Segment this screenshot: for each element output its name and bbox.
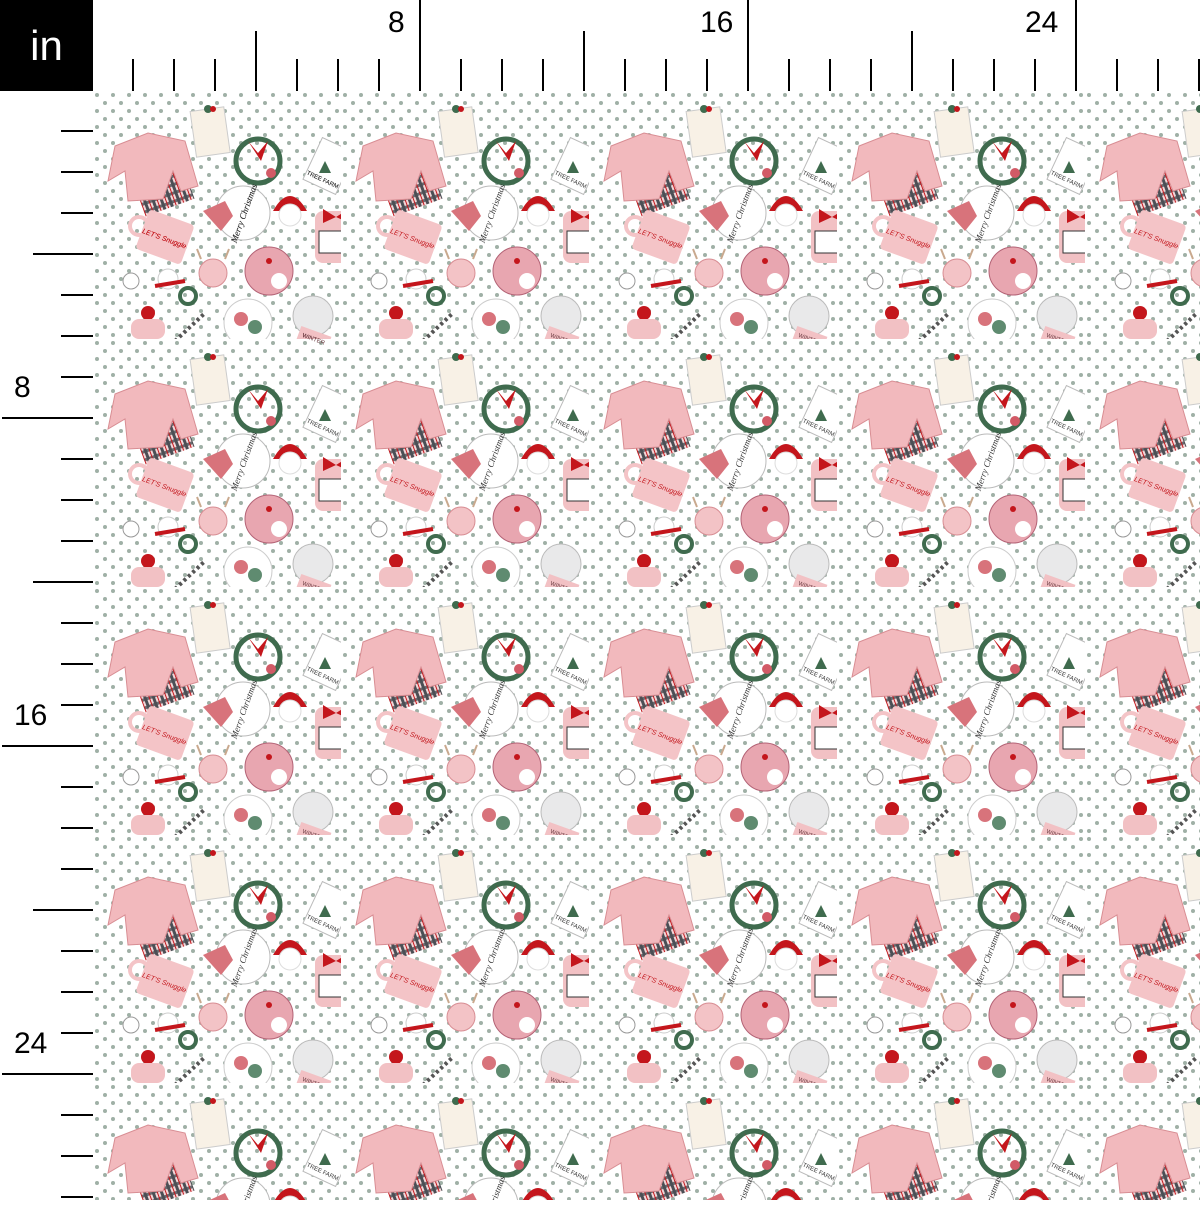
pattern-tiles	[93, 91, 1200, 1200]
left-label-8: 8	[14, 371, 31, 404]
top-ruler: 8 16 24	[93, 0, 1200, 91]
top-label-16: 16	[700, 6, 734, 39]
top-label-24: 24	[1025, 6, 1059, 39]
left-ruler: 8 16 24	[0, 91, 93, 1200]
left-label-24: 24	[14, 1027, 48, 1060]
top-label-8: 8	[388, 6, 405, 39]
unit-label: in	[0, 0, 93, 91]
fabric-pattern: TREE FARM Merry Christmas LET'S Snuggle …	[93, 91, 1200, 1200]
top-ruler-ticks	[132, 0, 1200, 91]
left-ruler-ticks	[2, 130, 93, 1198]
left-label-16: 16	[14, 699, 48, 732]
